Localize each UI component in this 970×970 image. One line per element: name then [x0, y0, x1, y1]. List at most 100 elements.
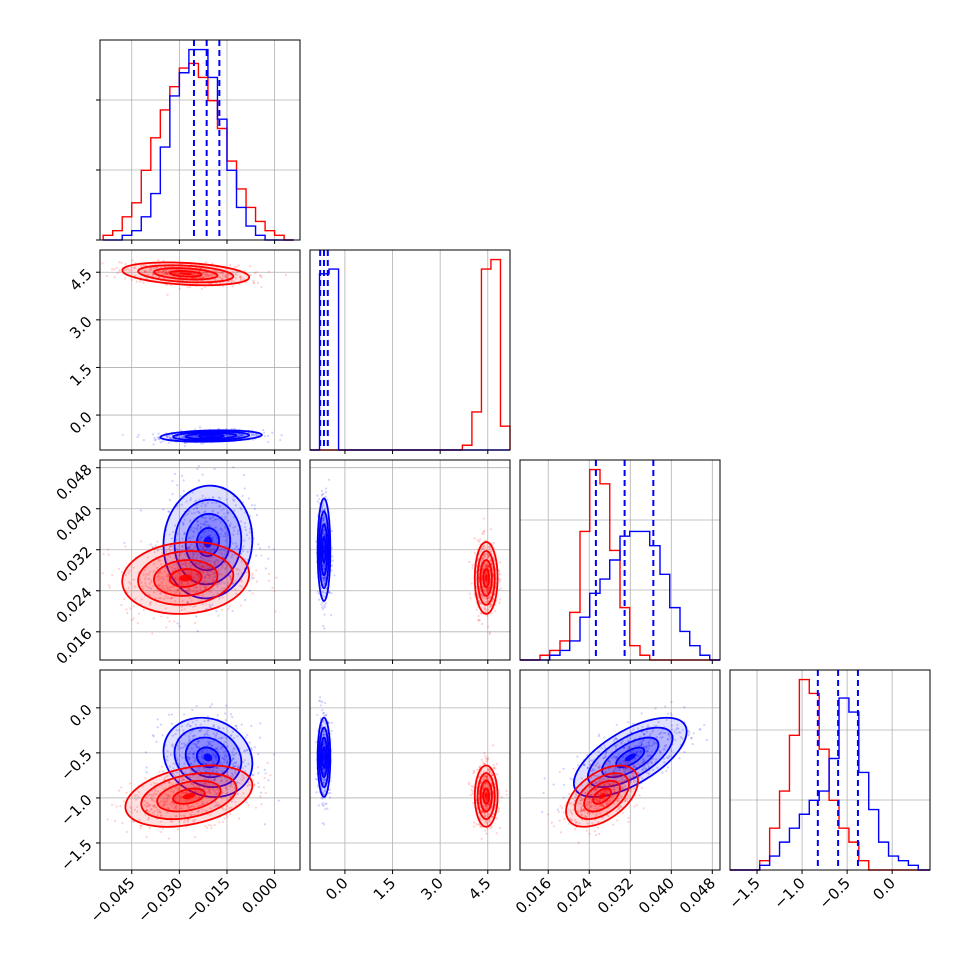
scatter-point: [199, 588, 202, 591]
scatter-point: [195, 790, 198, 793]
scatter-point: [257, 543, 260, 546]
scatter-point: [198, 574, 201, 578]
scatter-point: [182, 814, 186, 817]
scatter-point: [323, 517, 326, 520]
scatter-point: [195, 507, 198, 510]
scatter-point: [201, 502, 204, 505]
scatter-point: [215, 269, 219, 273]
scatter-point: [169, 565, 172, 568]
scatter-point: [247, 783, 250, 786]
scatter-point: [238, 275, 241, 278]
scatter-point: [247, 781, 250, 784]
scatter-point: [166, 586, 169, 589]
scatter-point: [232, 533, 235, 536]
scatter-point: [218, 821, 221, 824]
scatter-point: [172, 767, 175, 770]
scatter-point: [183, 745, 186, 749]
scatter-point: [201, 592, 205, 595]
scatter-point: [484, 804, 488, 807]
contour-core-blue: [203, 536, 213, 548]
scatter-point: [483, 751, 486, 755]
scatter-point: [151, 433, 154, 436]
scatter-point: [211, 538, 215, 541]
scatter-point: [191, 560, 195, 564]
scatter-point: [239, 275, 242, 279]
scatter-point: [124, 262, 127, 266]
scatter-point: [143, 803, 147, 807]
scatter-point: [194, 794, 198, 797]
scatter-point: [480, 825, 483, 828]
scatter-point: [220, 521, 223, 524]
scatter-point: [209, 559, 212, 563]
scatter-point: [168, 589, 172, 592]
scatter-point: [201, 557, 204, 560]
scatter-point: [231, 750, 234, 754]
scatter-point: [241, 779, 244, 782]
scatter-point: [211, 603, 214, 606]
scatter-point: [483, 555, 486, 558]
scatter-point: [194, 836, 197, 839]
scatter-point: [176, 589, 179, 592]
scatter-point: [180, 814, 183, 817]
scatter-point: [486, 597, 489, 600]
scatter-point: [322, 577, 325, 580]
scatter-point: [485, 775, 488, 778]
scatter-point: [195, 719, 198, 722]
scatter-point: [189, 518, 192, 522]
scatter-point: [156, 540, 159, 543]
scatter-point: [173, 798, 177, 801]
scatter-point: [233, 777, 236, 780]
scatter-point: [253, 746, 256, 749]
histogram-blue: [310, 268, 510, 451]
scatter-point: [208, 575, 211, 578]
scatter-point: [322, 711, 325, 715]
scatter-point: [192, 742, 195, 746]
scatter-point: [485, 564, 488, 567]
scatter-point: [482, 555, 485, 558]
scatter-point: [128, 581, 131, 584]
scatter-point: [486, 804, 490, 807]
scatter-point: [231, 753, 235, 756]
scatter-point: [322, 519, 325, 522]
scatter-point: [192, 553, 196, 556]
scatter-point: [219, 763, 222, 766]
scatter-point: [171, 762, 175, 765]
scatter-point: [216, 802, 219, 805]
scatter-point: [322, 769, 326, 772]
scatter-point: [487, 554, 490, 557]
scatter-point: [322, 577, 325, 580]
scatter-point: [217, 568, 220, 571]
scatter-point: [214, 575, 217, 578]
scatter-point: [204, 809, 207, 812]
scatter-point: [211, 530, 214, 533]
scatter-point: [267, 557, 270, 560]
scatter-point: [209, 705, 212, 708]
scatter-point: [231, 553, 234, 556]
scatter-point: [191, 589, 194, 592]
scatter-point: [484, 804, 487, 807]
scatter-point: [200, 755, 204, 758]
scatter-point: [164, 265, 167, 269]
scatter-point: [483, 565, 486, 568]
scatter-point: [181, 521, 185, 524]
scatter-point: [223, 518, 226, 521]
scatter-point: [208, 791, 211, 794]
scatter-point: [480, 593, 483, 596]
scatter-point: [153, 810, 156, 813]
scatter-point: [151, 632, 154, 635]
scatter-point: [188, 737, 191, 740]
scatter-point: [267, 440, 270, 444]
scatter-point: [205, 271, 209, 275]
scatter-point: [133, 266, 136, 269]
scatter-point: [484, 582, 487, 585]
scatter-point: [191, 752, 194, 755]
scatter-point: [166, 587, 169, 590]
scatter-point: [169, 794, 172, 797]
scatter-point: [139, 509, 143, 512]
scatter-point: [480, 602, 483, 605]
scatter-point: [316, 590, 319, 593]
scatter-point: [488, 770, 491, 773]
scatter-point: [196, 573, 200, 576]
scatter-point: [253, 507, 256, 510]
scatter-point: [479, 550, 483, 553]
